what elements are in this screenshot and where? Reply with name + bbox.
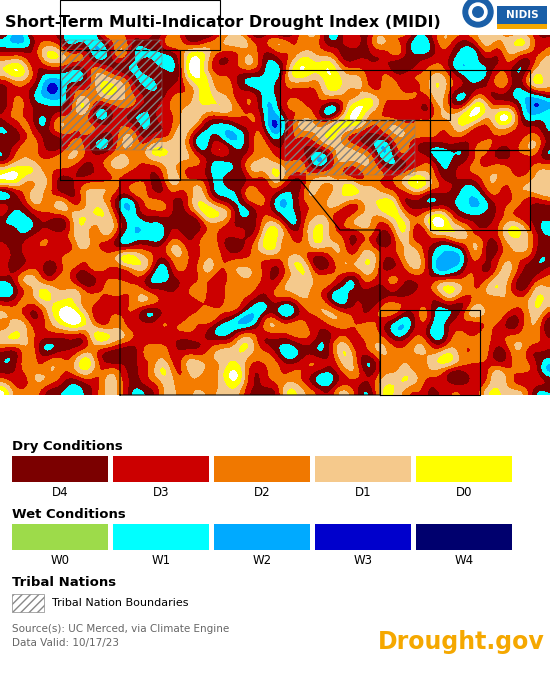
Bar: [0, 0, 550, 35]
Text: NIDIS: NIDIS: [505, 10, 538, 20]
Circle shape: [469, 3, 487, 21]
Bar: [416, 456, 512, 482]
Text: D2: D2: [254, 486, 270, 499]
Bar: [113, 456, 209, 482]
Bar: [12, 594, 44, 612]
Text: Tribal Nation Boundaries: Tribal Nation Boundaries: [52, 598, 189, 608]
Bar: [214, 524, 310, 550]
Circle shape: [463, 0, 493, 27]
Text: Dry Conditions: Dry Conditions: [12, 440, 123, 453]
Text: Data Valid: 10/17/23: Data Valid: 10/17/23: [12, 638, 119, 648]
Bar: [214, 456, 310, 482]
Text: Tribal Nations: Tribal Nations: [12, 576, 116, 589]
Text: W1: W1: [151, 554, 170, 567]
Text: Drought.gov: Drought.gov: [378, 630, 545, 654]
Bar: [12, 456, 108, 482]
Text: W4: W4: [454, 554, 474, 567]
Text: Wet Conditions: Wet Conditions: [12, 508, 126, 521]
Text: D0: D0: [456, 486, 472, 499]
Bar: [497, 6, 547, 24]
Text: Source(s): UC Merced, via Climate Engine: Source(s): UC Merced, via Climate Engine: [12, 624, 229, 634]
Text: Short-Term Multi-Indicator Drought Index (MIDI): Short-Term Multi-Indicator Drought Index…: [5, 15, 441, 30]
Circle shape: [473, 7, 483, 17]
Bar: [12, 524, 108, 550]
Text: W2: W2: [252, 554, 272, 567]
Text: W3: W3: [354, 554, 372, 567]
Text: D4: D4: [52, 486, 68, 499]
Bar: [315, 456, 411, 482]
Text: D1: D1: [355, 486, 371, 499]
Bar: [497, 24, 547, 29]
Bar: [315, 524, 411, 550]
Bar: [62, 40, 162, 150]
Bar: [416, 524, 512, 550]
Bar: [285, 120, 415, 175]
Text: D3: D3: [153, 486, 169, 499]
Text: W0: W0: [51, 554, 69, 567]
Bar: [113, 524, 209, 550]
